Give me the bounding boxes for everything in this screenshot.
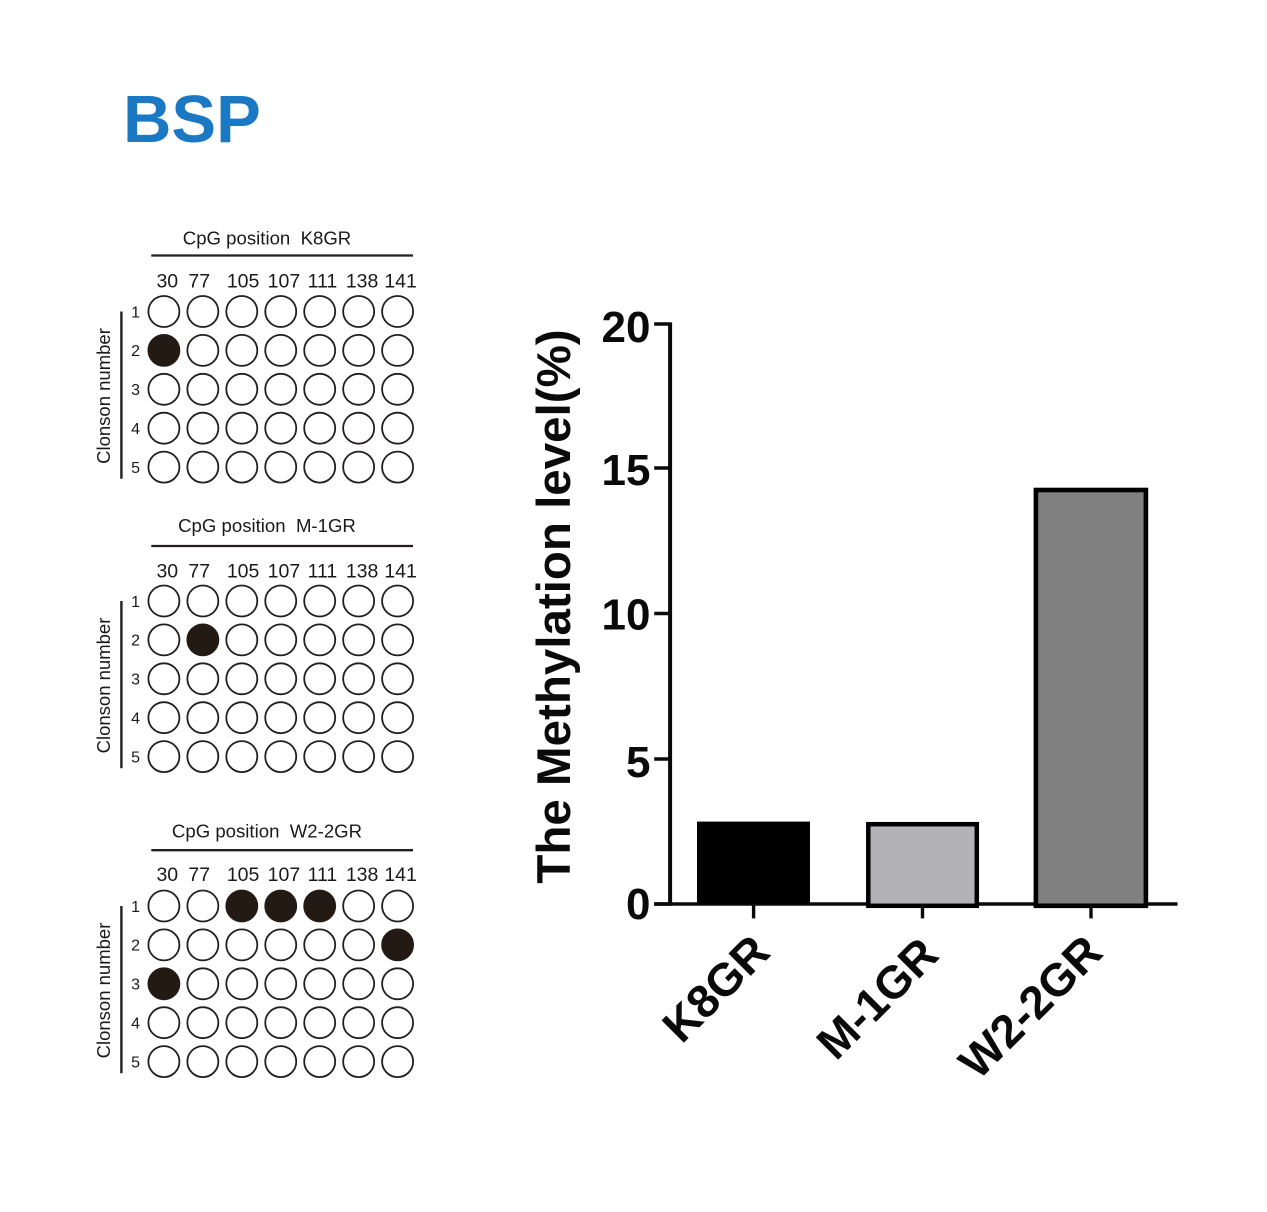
svg-text:138: 138 (346, 560, 379, 582)
svg-text:30: 30 (156, 560, 178, 582)
svg-text:105: 105 (227, 560, 260, 582)
svg-text:2: 2 (131, 633, 140, 650)
svg-text:111: 111 (308, 560, 338, 582)
svg-text:20: 20 (602, 303, 651, 352)
svg-text:1: 1 (131, 304, 140, 321)
svg-text:1: 1 (131, 899, 140, 916)
svg-text:1: 1 (131, 594, 140, 611)
svg-text:2: 2 (131, 343, 140, 360)
svg-text:5: 5 (131, 1054, 140, 1071)
svg-text:30: 30 (156, 864, 178, 886)
svg-text:111: 111 (308, 864, 338, 886)
svg-text:77: 77 (188, 560, 210, 582)
svg-text:105: 105 (227, 864, 260, 886)
svg-text:141: 141 (384, 271, 417, 293)
svg-text:107: 107 (268, 560, 301, 582)
svg-text:The Methylation level(%): The Methylation level(%) (528, 329, 581, 883)
svg-text:141: 141 (384, 864, 417, 886)
svg-text:Clonson number: Clonson number (93, 923, 114, 1059)
svg-text:141: 141 (384, 560, 417, 582)
svg-text:5: 5 (626, 738, 650, 787)
svg-text:107: 107 (268, 864, 301, 886)
svg-text:4: 4 (131, 421, 140, 438)
svg-text:15: 15 (602, 446, 651, 495)
svg-text:111: 111 (308, 271, 338, 293)
svg-text:77: 77 (188, 271, 210, 293)
svg-text:138: 138 (346, 271, 379, 293)
svg-text:10: 10 (602, 591, 651, 640)
svg-text:3: 3 (131, 672, 140, 689)
svg-text:2: 2 (131, 938, 140, 955)
svg-text:4: 4 (131, 1016, 140, 1033)
svg-text:107: 107 (268, 271, 301, 293)
svg-text:105: 105 (227, 271, 260, 293)
svg-text:3: 3 (131, 382, 140, 399)
svg-text:138: 138 (346, 864, 379, 886)
svg-text:5: 5 (131, 749, 140, 766)
svg-text:CpG position M-1GR: CpG position M-1GR (178, 515, 356, 536)
svg-text:CpG position K8GR: CpG position K8GR (183, 227, 351, 248)
svg-text:5: 5 (131, 460, 140, 477)
svg-text:4: 4 (131, 711, 140, 728)
svg-text:Clonson number: Clonson number (93, 618, 114, 754)
svg-text:Clonson number: Clonson number (93, 328, 114, 464)
svg-text:3: 3 (131, 977, 140, 994)
svg-text:77: 77 (188, 864, 210, 886)
svg-text:CpG position W2-2GR: CpG position W2-2GR (172, 821, 362, 842)
svg-text:BSP: BSP (123, 82, 261, 157)
svg-text:30: 30 (156, 271, 178, 293)
svg-text:0: 0 (626, 880, 650, 929)
